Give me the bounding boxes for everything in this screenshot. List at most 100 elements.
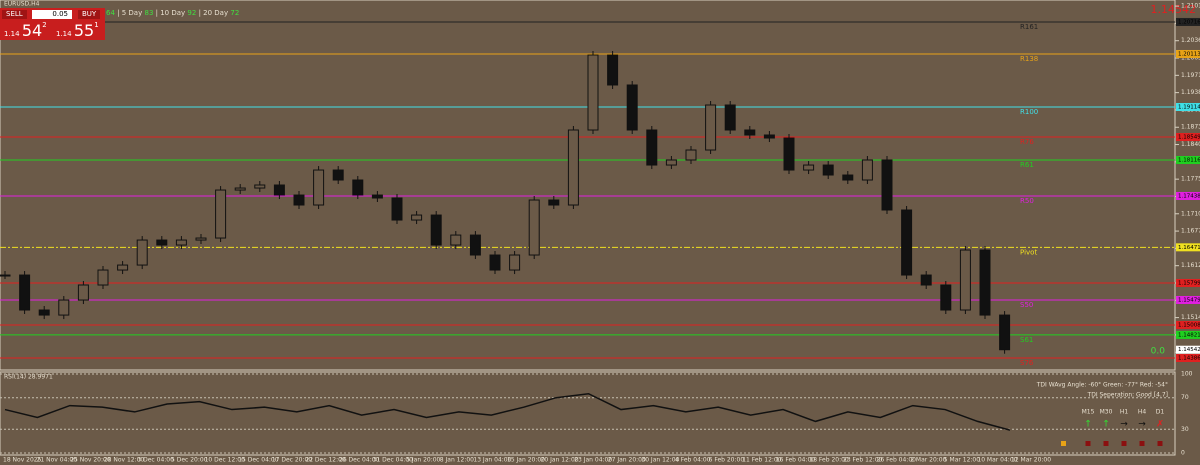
info-value: 83 [144, 9, 154, 17]
rsi-pane [0, 371, 1176, 456]
buy-button[interactable]: BUY [78, 10, 101, 19]
level-price: 1.18116 [1178, 157, 1200, 163]
candle [959, 249, 971, 311]
x-tick-label: 18 Nov 2025 [3, 457, 42, 464]
level-label: Pivot [1020, 248, 1037, 256]
level-label: R100 [1020, 108, 1038, 116]
level-box [1176, 155, 1200, 164]
sell-button[interactable]: SELL [2, 10, 27, 19]
candle [215, 189, 227, 239]
candle [234, 187, 246, 191]
x-tick-label: 26 Dec 04:00 [339, 457, 380, 464]
candle [313, 169, 325, 206]
x-tick-label: 25 Nov 20:00 [70, 457, 111, 464]
level-box [1176, 103, 1200, 112]
x-tick-label: 20 Jan 12:00 [541, 457, 579, 464]
level-box [1176, 17, 1200, 26]
level-price: 1.20716 [1178, 19, 1200, 25]
candle [979, 249, 991, 316]
candle [156, 239, 168, 246]
tdi-line: TDI WAvg Angle: -60° Green: -77° Red: -5… [1036, 382, 1168, 389]
candle [587, 54, 599, 131]
ask-big: 55 [73, 21, 95, 40]
level-price: 1.15008 [1178, 322, 1200, 328]
candle [607, 54, 619, 86]
candle [744, 129, 756, 136]
candle [58, 299, 70, 316]
level-box [1176, 133, 1200, 142]
candle [175, 239, 187, 246]
ask-prefix: 1.14 [56, 30, 72, 38]
candle [509, 254, 521, 271]
candle [352, 179, 364, 196]
x-tick-label: 10 Dec 12:00 [205, 457, 246, 464]
timeframe-label: D1 [1156, 409, 1165, 416]
x-tick-label: 28 Nov 12:00 [104, 457, 145, 464]
x-tick-label: 23 Jan 04:00 [574, 457, 612, 464]
ask-sup: 1 [94, 21, 99, 29]
level-label: S50 [1020, 301, 1033, 309]
level-price: 1.15799 [1178, 280, 1200, 286]
candle [0, 274, 11, 277]
rsi-tick-label: 70 [1181, 394, 1189, 401]
level-box [1176, 320, 1200, 329]
level-price: 1.17438 [1178, 193, 1200, 199]
candle [136, 239, 148, 266]
x-tick-label: 11 Feb 12:00 [742, 457, 782, 464]
timeframe-arrow: ✗ [1156, 420, 1164, 430]
candle [77, 284, 89, 301]
candle [626, 84, 638, 131]
x-tick-label: 8 Jan 12:00 [440, 457, 474, 464]
level-price: 1.15479 [1178, 297, 1200, 303]
main-pane [0, 0, 1176, 371]
timeframe-label: H1 [1120, 409, 1129, 416]
level-box [1176, 243, 1200, 252]
status-square [1061, 441, 1066, 446]
x-tick-label: 4 Feb 04:00 [675, 457, 711, 464]
x-tick-label: 26 Feb 04:00 [877, 457, 917, 464]
candle [254, 184, 266, 189]
timeframe-label: H4 [1138, 409, 1147, 416]
candle [567, 129, 579, 206]
y-tick-label: 1.19711 [1181, 72, 1200, 79]
candle [469, 234, 481, 256]
zero-label: 0.0 [1151, 347, 1166, 357]
level-box [1176, 354, 1200, 363]
y-tick-label: 1.20037 [1181, 55, 1200, 62]
candle [450, 234, 462, 246]
info-value: 72 [230, 9, 240, 17]
x-tick-label: 22 Dec 12:00 [305, 457, 346, 464]
timeframe-label: M30 [1100, 409, 1113, 416]
y-tick-label: 1.20363 [1181, 37, 1200, 44]
current-price: 1.14542 [1178, 347, 1200, 353]
candle [411, 214, 423, 221]
candle [901, 209, 913, 276]
level-box [1176, 330, 1200, 339]
candle [19, 274, 31, 311]
rsi-line [4, 392, 1011, 431]
candle [548, 199, 560, 206]
level-label: S76 [1020, 359, 1034, 367]
x-tick-label: 30 Jan 12:00 [641, 457, 679, 464]
x-tick-label: 21 Nov 04:00 [37, 457, 78, 464]
candle [38, 309, 50, 316]
info-value: 64 [106, 9, 115, 17]
x-tick-label: 18 Feb 20:00 [809, 457, 849, 464]
x-tick-label: 12 Mar 20:00 [1011, 457, 1051, 464]
candle [293, 194, 305, 206]
candle [861, 159, 873, 181]
rsi-tick-label: 30 [1181, 426, 1189, 433]
info-label: 20 Day [203, 9, 229, 17]
candle [705, 104, 717, 151]
level-box [1176, 278, 1200, 287]
timeframe-arrow: → [1120, 420, 1128, 430]
level-box [1176, 49, 1200, 58]
candle [803, 164, 815, 171]
x-tick-label: 3 Dec 04:00 [137, 457, 174, 464]
lot-input[interactable]: 0.05 [32, 10, 72, 19]
x-tick-label: 15 Jan 20:00 [507, 457, 545, 464]
candle [665, 159, 677, 166]
rsi-tick-label: 100 [1181, 371, 1193, 378]
candle [489, 254, 501, 271]
